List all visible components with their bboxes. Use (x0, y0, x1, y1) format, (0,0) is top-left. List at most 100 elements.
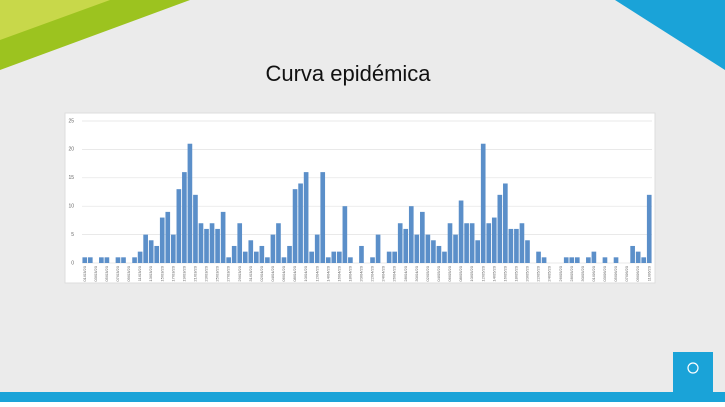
logo (673, 352, 713, 392)
bar (182, 172, 187, 263)
x-tick-label: 18/04/20 (347, 265, 352, 281)
x-tick-label: 26/04/20 (392, 265, 397, 281)
x-tick-label: 05/03/20 (104, 265, 109, 281)
bar (292, 189, 298, 263)
x-tick-label: 12/05/20 (480, 265, 485, 281)
bar (480, 143, 486, 263)
bar (265, 257, 270, 263)
bar (143, 234, 148, 263)
x-tick-label: 02/04/20 (259, 265, 264, 281)
bar (613, 257, 619, 263)
bar (519, 223, 525, 263)
bar (591, 251, 597, 263)
y-tick-label: 25 (68, 118, 74, 124)
bar (198, 223, 204, 263)
bar (137, 251, 143, 263)
bar (370, 257, 375, 263)
bar (491, 217, 497, 263)
x-tick-label: 01/03/20 (82, 265, 87, 281)
bar (104, 257, 110, 263)
y-tick-label: 5 (71, 232, 74, 238)
bar (154, 245, 160, 263)
x-tick-label: 08/04/20 (292, 265, 297, 281)
x-tick-label: 19/03/20 (181, 265, 186, 281)
x-tick-label: 20/04/20 (359, 265, 364, 281)
x-tick-label: 07/06/20 (624, 265, 629, 281)
bar (281, 257, 287, 263)
bar (646, 194, 652, 263)
bar (563, 257, 569, 263)
bar (259, 245, 265, 263)
bar (193, 194, 198, 263)
bar (337, 251, 342, 263)
bar (602, 257, 608, 263)
x-tick-label: 21/03/20 (193, 265, 198, 281)
bar (82, 257, 88, 263)
bar (574, 257, 580, 263)
bar (408, 206, 414, 263)
bar (331, 251, 337, 263)
chart-title: Curva epidémica (265, 61, 431, 86)
bar (525, 240, 530, 263)
x-tick-label: 07/03/20 (115, 265, 120, 281)
x-tick-label: 03/06/20 (602, 265, 607, 281)
x-tick-label: 02/05/20 (425, 265, 430, 281)
bar (508, 228, 514, 263)
bar (132, 257, 137, 263)
x-tick-label: 28/05/20 (569, 265, 574, 281)
bar (99, 257, 104, 263)
bar (569, 257, 575, 263)
bar (325, 257, 331, 263)
x-tick-label: 16/04/20 (336, 265, 341, 281)
bar (215, 228, 220, 263)
bar (486, 223, 492, 263)
bar (314, 234, 320, 263)
x-tick-label: 17/03/20 (170, 265, 175, 281)
bar (635, 251, 641, 263)
x-tick-label: 09/06/20 (635, 265, 640, 281)
bar (204, 228, 209, 263)
bar (453, 234, 458, 263)
y-tick-label: 0 (71, 260, 74, 266)
x-tick-label: 23/03/20 (204, 265, 209, 281)
x-tick-label: 11/06/20 (646, 265, 651, 281)
bar (375, 234, 381, 263)
bar (242, 251, 248, 263)
bar (159, 217, 165, 263)
x-tick-label: 15/03/20 (159, 265, 164, 281)
bar (342, 206, 348, 263)
x-tick-label: 30/04/20 (414, 265, 419, 281)
x-tick-label: 28/04/20 (403, 265, 408, 281)
bar (431, 240, 436, 263)
bar (237, 223, 243, 263)
x-tick-label: 14/05/20 (491, 265, 496, 281)
bar (270, 234, 276, 263)
x-tick-label: 04/04/20 (270, 265, 275, 281)
bar (248, 240, 254, 263)
x-tick-label: 20/05/20 (525, 265, 530, 281)
x-tick-label: 22/05/20 (536, 265, 541, 281)
bar (386, 251, 392, 263)
bar (348, 257, 353, 263)
x-tick-label: 09/03/20 (126, 265, 131, 281)
x-tick-label: 26/05/20 (558, 265, 563, 281)
corner-decoration (0, 0, 110, 40)
bar (514, 228, 519, 263)
x-tick-label: 04/05/20 (436, 265, 441, 281)
bar (425, 234, 431, 263)
x-tick-label: 29/03/20 (237, 265, 242, 281)
bar (464, 223, 469, 263)
bar (303, 172, 309, 263)
x-tick-label: 10/04/20 (303, 265, 308, 281)
x-tick-label: 22/04/20 (370, 265, 375, 281)
x-tick-label: 08/05/20 (458, 265, 463, 281)
y-tick-label: 10 (68, 204, 74, 210)
bar (536, 251, 541, 263)
bar (320, 172, 326, 263)
corner-decoration (615, 0, 725, 70)
logo-icon (687, 362, 699, 374)
bar (226, 257, 231, 263)
x-tick-label: 12/04/20 (314, 265, 319, 281)
x-tick-label: 05/06/20 (613, 265, 618, 281)
